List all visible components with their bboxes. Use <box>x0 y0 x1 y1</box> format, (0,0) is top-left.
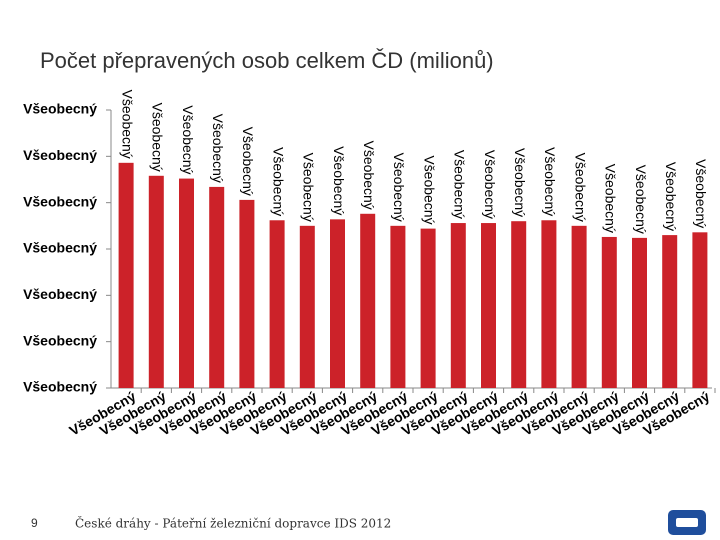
logo <box>668 510 706 535</box>
footer-text: České dráhy - Páteřní železniční dopravc… <box>75 515 391 531</box>
value-label: Všeobecný <box>512 148 528 217</box>
y-tick-label: Všeobecný <box>23 193 97 209</box>
bar <box>511 221 527 388</box>
y-tick-label: Všeobecný <box>23 379 97 395</box>
bar <box>662 235 678 388</box>
value-label: Všeobecný <box>663 162 679 231</box>
bar <box>299 225 315 388</box>
bar <box>571 225 587 388</box>
value-label: Všeobecný <box>391 153 407 222</box>
bar <box>209 186 225 388</box>
bar <box>118 162 134 388</box>
bar <box>360 213 376 388</box>
bar <box>179 178 194 388</box>
value-label: Všeobecný <box>633 165 649 234</box>
y-tick-label: Všeobecný <box>23 147 97 163</box>
value-label: Všeobecný <box>482 150 498 219</box>
value-label: Všeobecný <box>240 127 256 196</box>
bar <box>450 223 466 388</box>
bar <box>632 237 647 388</box>
y-tick-label: Všeobecný <box>23 332 97 348</box>
value-label: Všeobecný <box>421 155 437 224</box>
value-label: Všeobecný <box>119 90 135 159</box>
y-tick-label: Všeobecný <box>23 101 97 117</box>
bar <box>692 232 708 388</box>
bar <box>541 220 557 388</box>
bar <box>390 225 406 388</box>
y-tick-label: Všeobecný <box>23 286 97 302</box>
bar <box>148 175 164 388</box>
value-label: Všeobecný <box>542 147 558 216</box>
value-label: Všeobecný <box>150 103 166 172</box>
value-label: Všeobecný <box>693 159 709 228</box>
value-label: Všeobecný <box>180 105 196 174</box>
y-tick-label: Všeobecný <box>23 240 97 256</box>
value-label: Všeobecný <box>572 153 588 222</box>
bar <box>269 220 285 388</box>
value-label: Všeobecný <box>331 146 347 215</box>
bar <box>239 199 255 388</box>
value-label: Všeobecný <box>361 141 377 210</box>
value-label: Všeobecný <box>270 147 286 216</box>
chart-title: Počet přepravených osob celkem ČD (milio… <box>40 48 494 73</box>
bar <box>420 228 436 388</box>
value-label: Všeobecný <box>603 164 619 233</box>
value-label: Všeobecný <box>301 153 317 222</box>
bar <box>330 219 345 388</box>
bar <box>601 236 617 388</box>
value-label: Všeobecný <box>452 150 468 219</box>
value-label: Všeobecný <box>210 114 226 183</box>
page-number: 9 <box>31 516 38 530</box>
bar <box>481 223 496 388</box>
